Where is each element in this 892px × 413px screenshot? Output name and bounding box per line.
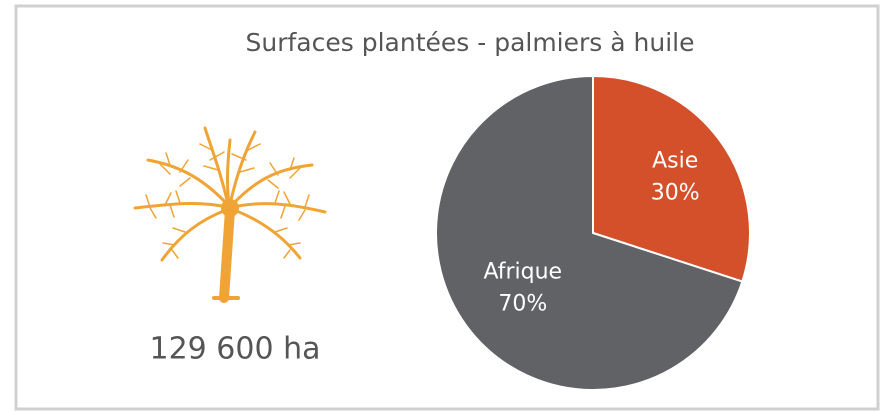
annotation: 129 600 ha — [150, 332, 321, 367]
pie-slice — [592, 74, 751, 283]
slice-label: Asie — [652, 149, 698, 174]
palm-icon — [133, 126, 327, 303]
slice-value-label: 30% — [651, 181, 700, 206]
pie-slice — [435, 74, 744, 391]
slice-label: Afrique — [483, 259, 562, 284]
slice-value-label: 70% — [498, 291, 547, 316]
chart-title: Surfaces plantées - palmiers à huile — [246, 28, 695, 57]
